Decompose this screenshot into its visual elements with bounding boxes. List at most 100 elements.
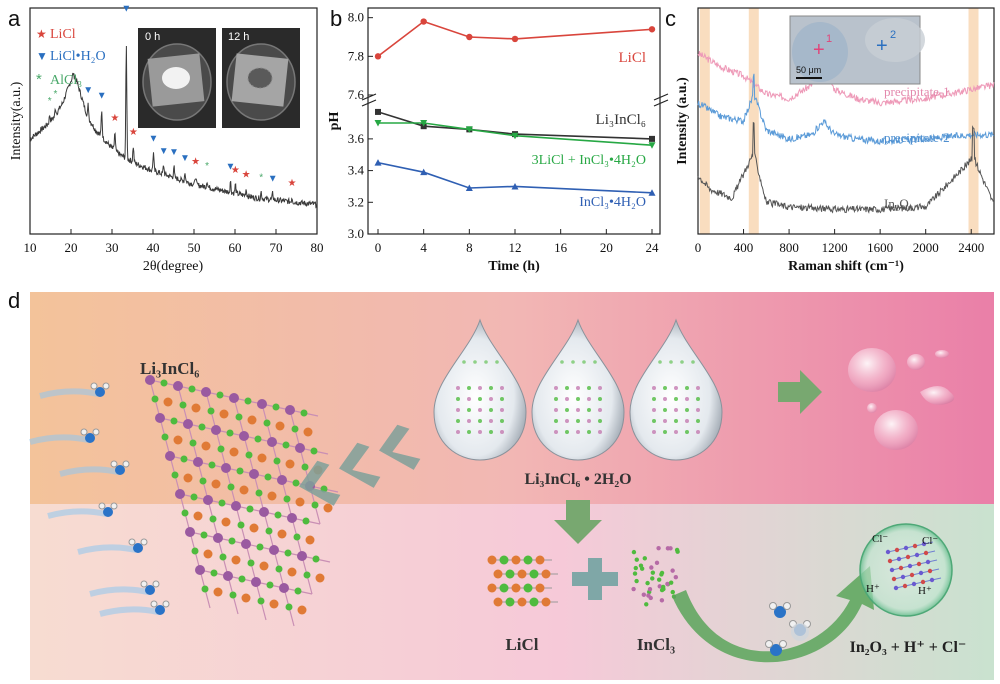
xrd-peak-marker: ▼ xyxy=(226,162,236,173)
series-label-licl: LiCl xyxy=(618,50,646,66)
chlorine-atom xyxy=(282,441,290,449)
raman-highlight-band xyxy=(699,8,710,234)
oxygen-atom xyxy=(85,433,95,443)
raman-x-tick-label: 800 xyxy=(779,240,799,255)
droplet-atom xyxy=(478,430,482,434)
xrd-x-axis-title: 2θ(degree) xyxy=(143,259,204,274)
ph-data-point xyxy=(420,168,428,176)
licl-atom xyxy=(535,583,545,593)
indium-atom xyxy=(173,381,183,391)
xrd-x-tick-label: 80 xyxy=(311,240,324,255)
licl-atom xyxy=(535,555,545,565)
in2o3-atom xyxy=(905,554,911,560)
indium-atom xyxy=(239,431,249,441)
xrd-x-tick-label: 50 xyxy=(188,240,201,255)
lithium-atom xyxy=(285,459,295,469)
oxygen-atom xyxy=(774,606,786,618)
in2o3-atom xyxy=(887,558,893,564)
li3incl6-label: Li₃InCl₆ xyxy=(140,359,199,378)
chlorine-atom xyxy=(256,543,264,551)
indium-atom xyxy=(221,463,231,473)
indium-atom xyxy=(267,437,277,447)
lithium-atom xyxy=(203,549,213,559)
in2o3-atom xyxy=(900,574,906,580)
chlorine-atom xyxy=(218,499,226,507)
chlorine-atom xyxy=(238,575,246,583)
in2o3-atom xyxy=(889,567,895,573)
chlorine-atom xyxy=(263,419,271,427)
chlorine-atom xyxy=(226,429,234,437)
droplet-atom xyxy=(565,430,569,434)
droplet-atom xyxy=(554,408,558,412)
indium-atom xyxy=(279,583,289,593)
hydrogen-atom xyxy=(98,502,106,510)
incl3-atom xyxy=(661,584,666,590)
incl3-atom xyxy=(673,574,679,580)
xrd-legend-alcl3-label: AlCl₃ xyxy=(50,73,82,88)
incl3-atom xyxy=(656,545,661,551)
product-sphere: Cl⁻ Cl⁻ H⁺ H⁺ xyxy=(859,523,953,617)
chlorine-atom xyxy=(274,511,282,519)
chevron-arrows xyxy=(299,424,421,506)
droplet-atom xyxy=(456,419,460,423)
xrd-legend-hydrate-marker: ▼ xyxy=(36,49,48,63)
ph-y-tick-label: 3.0 xyxy=(348,226,364,241)
lithium-atom xyxy=(231,555,241,565)
hydrogen-atom xyxy=(92,428,100,436)
lithium-atom xyxy=(191,403,201,413)
ph-x-tick-label: 12 xyxy=(509,240,522,255)
indium-atom xyxy=(249,469,259,479)
xrd-peak-marker: * xyxy=(205,161,209,172)
xrd-peak-marker: * xyxy=(48,96,52,107)
raman-x-tick-label: 1200 xyxy=(822,240,848,255)
droplet-atom xyxy=(674,408,678,412)
incl3-atom xyxy=(674,547,680,553)
droplet-atom xyxy=(554,430,558,434)
in2o3-atom xyxy=(885,549,891,555)
droplet-atom xyxy=(478,408,482,412)
incl3-atom xyxy=(650,570,656,575)
raman-highlight-band xyxy=(748,8,759,234)
droplet-atom xyxy=(691,360,695,364)
chlorine-atom xyxy=(235,413,243,421)
in2o3-atom xyxy=(918,570,924,576)
incl3-atom xyxy=(659,570,665,576)
lithium-atom xyxy=(193,511,203,521)
indium-atom xyxy=(285,405,295,415)
droplet-atom xyxy=(456,408,460,412)
chlorine-atom xyxy=(303,571,311,579)
ph-data-point xyxy=(420,18,427,25)
xrd-peak-marker: ★ xyxy=(288,178,297,189)
droplet-atom xyxy=(652,408,656,412)
droplet-atom xyxy=(478,419,482,423)
ph-y-tick-label: 3.4 xyxy=(348,163,365,178)
lithium-atom xyxy=(259,561,269,571)
licl-atom xyxy=(511,583,521,593)
chlorine-atom xyxy=(199,477,207,485)
water-flow-streak xyxy=(47,508,107,519)
chlorine-atom xyxy=(210,569,218,577)
chlorine-atom xyxy=(208,461,216,469)
droplet-atom xyxy=(587,386,591,390)
in2o3-atom xyxy=(907,563,913,569)
licl-atom xyxy=(493,597,503,607)
hydrogen-atom xyxy=(128,538,136,546)
ph-x-tick-label: 24 xyxy=(646,240,660,255)
hydrogen-atom xyxy=(122,460,130,468)
droplet-atom xyxy=(576,419,580,423)
ph-y-tick-label: 3.2 xyxy=(348,194,364,209)
xrd-peak-marker: ★ xyxy=(242,170,251,181)
ph-series xyxy=(374,18,656,196)
droplet-atom xyxy=(467,386,471,390)
ph-plot-frame xyxy=(367,7,661,235)
inset-mark-2: 2 xyxy=(890,29,896,41)
droplet-atom xyxy=(663,397,667,401)
droplet-atom xyxy=(587,430,591,434)
droplet-atom xyxy=(478,397,482,401)
water-bubbles xyxy=(848,348,955,450)
indium-atom xyxy=(203,495,213,505)
droplet-atom xyxy=(576,386,580,390)
droplet-atom xyxy=(467,419,471,423)
droplet-atom xyxy=(674,386,678,390)
chlorine-atom xyxy=(217,445,225,453)
